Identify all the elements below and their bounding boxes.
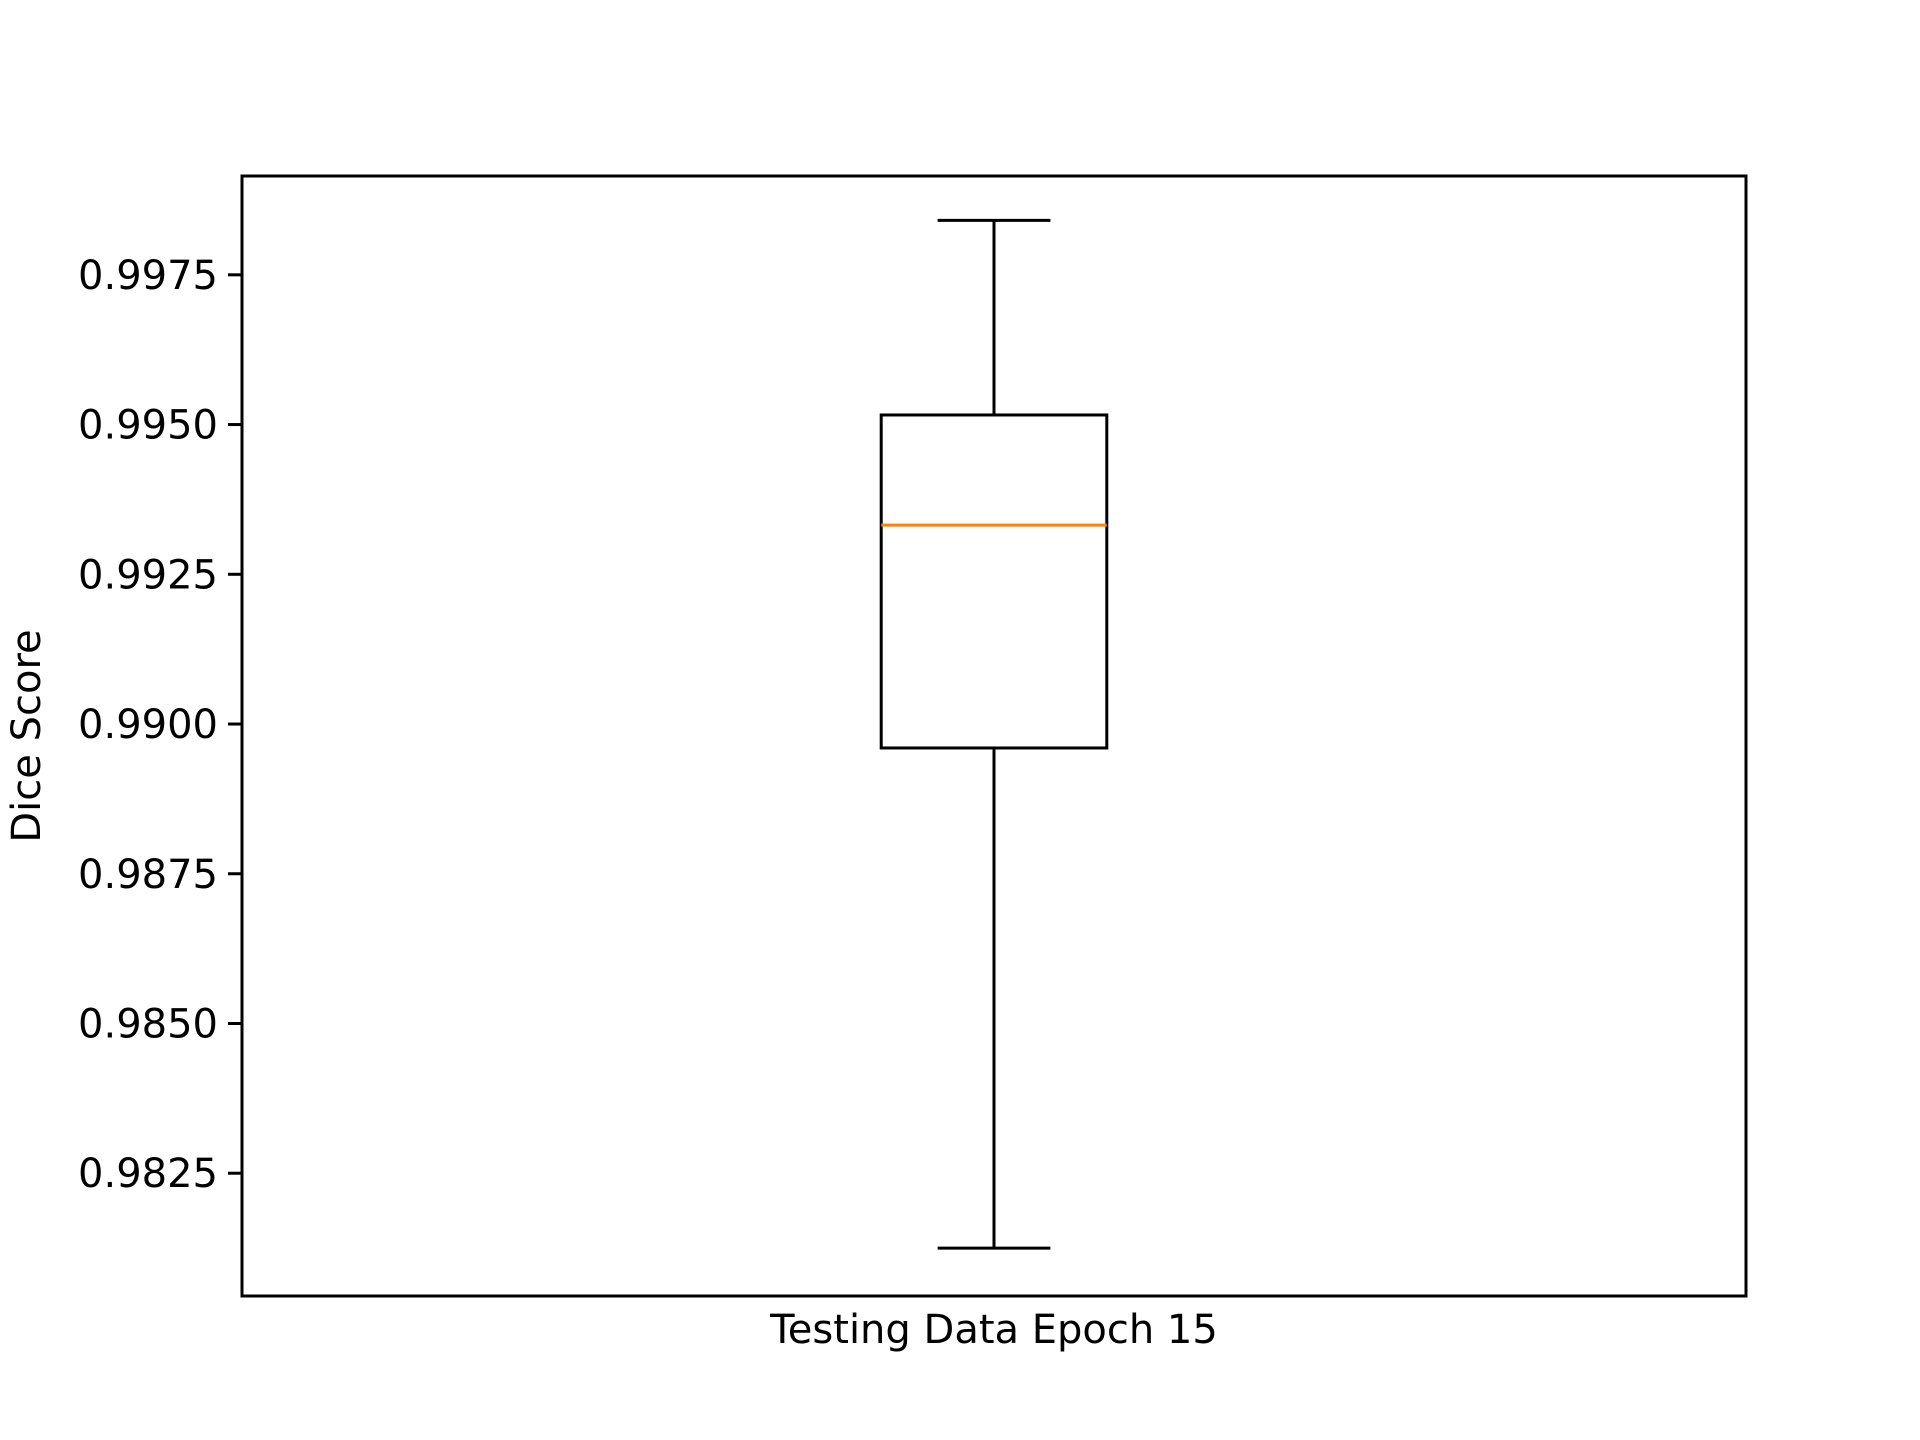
- y-tick-label: 0.9875: [78, 852, 218, 898]
- y-axis-ticks: 0.9825 0.9850 0.9875 0.9900 0.9925 0.9950 0.99…: [78, 253, 242, 1197]
- y-tick-label: 0.9925: [78, 552, 218, 598]
- y-tick-label: 0.9825: [78, 1151, 218, 1197]
- y-tick-label: 0.9900: [78, 702, 218, 748]
- box-plot-marks: [879, 218, 1109, 1250]
- y-axis-label: Dice Score: [4, 629, 50, 842]
- y-tick-label: 0.9850: [78, 1001, 218, 1047]
- x-category-label: Testing Data Epoch 15: [769, 1307, 1218, 1353]
- y-tick-label: 0.9950: [78, 403, 218, 449]
- interquartile-box: [879, 413, 1109, 750]
- plot-area-frame: [240, 174, 1748, 1298]
- y-tick-label: 0.9975: [78, 253, 218, 299]
